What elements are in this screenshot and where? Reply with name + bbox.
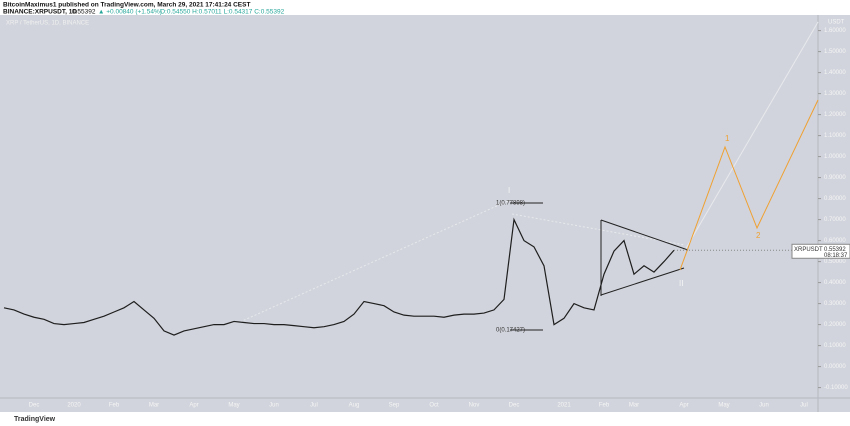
x-tick-label: Feb [109, 403, 120, 409]
ohlc: O:0.54550 H:0.57011 L:0.54317 C:0.55392 [160, 9, 285, 16]
drawings [239, 21, 819, 331]
change: ▲ +0.00840 (+1.54%) [98, 9, 162, 16]
wave-label: I [508, 186, 510, 195]
x-tick-label: Jun [759, 403, 769, 409]
y-tick-label: 0.70000 [824, 217, 846, 223]
price-tag-price: 0.55392 [824, 247, 846, 253]
annotation: 0(0.17427) [496, 328, 525, 334]
price-tag [791, 243, 850, 259]
trend-line [684, 21, 819, 251]
x-tick-label: Jun [269, 403, 279, 409]
y-tick-label: 0.90000 [824, 175, 846, 181]
trend-line [239, 199, 511, 323]
triangle [600, 267, 685, 296]
y-tick-label: 0.60000 [824, 238, 846, 244]
y-tick-label: 0.20000 [824, 322, 846, 328]
y-tick-label: 0.80000 [824, 196, 846, 202]
x-tick-label: Jul [310, 403, 318, 409]
publisher: BitcoinMaximus1 published on TradingView… [3, 2, 250, 9]
y-tick-label: 0.10000 [824, 343, 846, 349]
wave-label: II [679, 279, 683, 288]
x-tick-label: Dec [29, 403, 40, 409]
annotation: 1(0.77898) [496, 201, 525, 207]
x-tick-label: Apr [679, 403, 688, 409]
y-tick-label: 1.40000 [824, 70, 846, 76]
y-tick-label: -0.10000 [824, 385, 848, 391]
y-tick-label: 1.00000 [824, 154, 846, 160]
x-tick-label: Aug [349, 403, 360, 409]
y-tick-label: 0.50000 [824, 259, 846, 265]
x-tick-label: May [228, 403, 239, 409]
wave-label: 2 [756, 231, 761, 240]
x-tick-label: Nov [469, 403, 480, 409]
price-line [3, 217, 675, 336]
x-tick-label: Mar [149, 403, 159, 409]
trend-line [511, 213, 686, 246]
y-tick-label: 0.00000 [824, 364, 846, 370]
y-tick-label: 1.30000 [824, 91, 846, 97]
x-tick-label: Feb [599, 403, 610, 409]
price-tag-symbol: XRPUSDT [794, 247, 823, 253]
x-tick-label: 2020 [67, 403, 81, 409]
x-tick-label: Dec [509, 403, 520, 409]
y-tick-label: 1.50000 [824, 49, 846, 55]
y-tick-label: 0.40000 [824, 280, 846, 286]
y-tick-label: 0.30000 [824, 301, 846, 307]
triangle [600, 219, 689, 251]
x-tick-label: Jul [800, 403, 808, 409]
x-tick-label: Oct [429, 403, 439, 409]
chart-title: XRP / TetherUS, 1D, BINANCE [6, 21, 89, 27]
wave-label: 1 [725, 134, 730, 143]
x-tick-label: Apr [189, 403, 198, 409]
chart-area [0, 15, 850, 412]
x-tick-label: Sep [389, 403, 400, 409]
x-tick-label: May [718, 403, 729, 409]
price-tag-countdown: 08:18:37 [824, 253, 848, 259]
symbol: BINANCE:XRPUSDT, 1D [3, 9, 77, 16]
y-tick-label: 1.60000 [824, 28, 846, 34]
projection [679, 99, 819, 271]
y-unit: USDT [828, 20, 845, 26]
footer-logo: TradingView [14, 416, 56, 423]
last: 0.55392 [72, 9, 96, 16]
x-tick-label: Mar [629, 403, 639, 409]
y-tick-label: 1.10000 [824, 133, 846, 139]
y-tick-label: 1.20000 [824, 112, 846, 118]
x-tick-label: 2021 [557, 403, 571, 409]
